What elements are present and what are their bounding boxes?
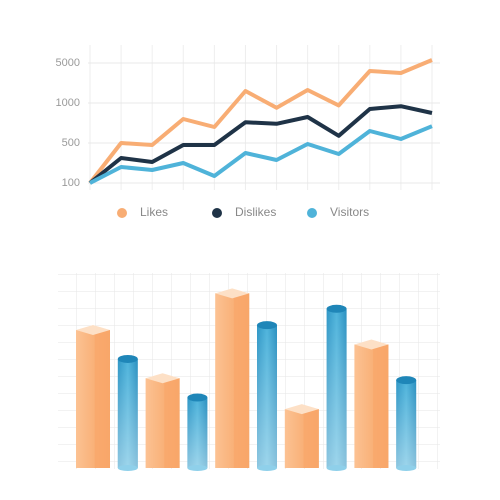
bar-top — [76, 325, 110, 336]
y-tick-label: 500 — [62, 137, 80, 149]
bar-bottom — [187, 465, 208, 471]
bar-top — [354, 339, 389, 350]
y-tick-label: 1000 — [56, 97, 80, 109]
legend-swatch — [117, 208, 127, 218]
bar-top — [145, 373, 180, 384]
bar-side — [94, 330, 110, 468]
legend-label: Dislikes — [235, 205, 276, 219]
legend-label: Likes — [140, 205, 168, 219]
bar-top — [396, 376, 417, 385]
bar-top — [326, 304, 347, 313]
bar-shade — [187, 397, 208, 468]
bar-top — [257, 321, 277, 330]
bar-chart — [76, 288, 417, 471]
bar-shade — [326, 308, 347, 468]
line-chart: 100 500 1000 5000 Likes Dislikes Visitors — [56, 45, 440, 219]
bar-side — [164, 378, 180, 468]
bar-top — [284, 404, 319, 415]
series-line — [88, 58, 433, 185]
y-tick-label: 100 — [62, 177, 80, 189]
bar-bottom — [117, 465, 138, 471]
series-line — [89, 124, 433, 185]
bar-side — [233, 293, 250, 468]
legend-label: Visitors — [330, 205, 369, 219]
bar-shade — [257, 325, 277, 468]
bar-bottom — [326, 465, 347, 471]
bar-side — [303, 409, 319, 468]
bar-top — [187, 393, 208, 402]
bar-bottom — [257, 465, 277, 471]
bar-shade — [117, 358, 138, 468]
legend-swatch — [212, 208, 222, 218]
bar-bottom — [396, 465, 417, 471]
bar-shade — [396, 380, 417, 468]
series-line — [88, 104, 433, 185]
legend-swatch — [307, 208, 317, 218]
bar-top — [117, 354, 138, 363]
bar-top — [215, 288, 250, 299]
bar-side — [373, 344, 389, 468]
y-tick-label: 5000 — [56, 57, 80, 69]
